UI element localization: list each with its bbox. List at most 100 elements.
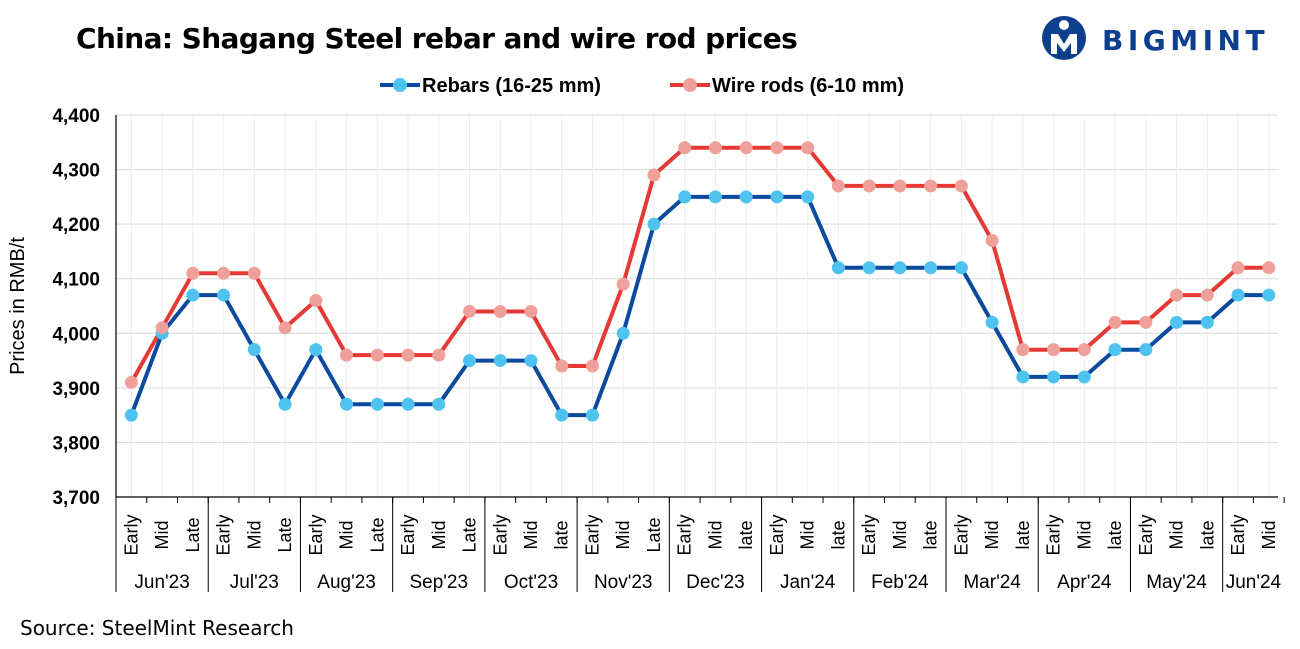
x-period-label: Mid bbox=[521, 520, 541, 549]
data-point-1 bbox=[401, 348, 415, 362]
x-period-label: late bbox=[1197, 520, 1217, 549]
data-point-0 bbox=[678, 190, 692, 204]
data-point-0 bbox=[893, 261, 907, 275]
x-period-label: Early bbox=[859, 514, 879, 555]
data-point-1 bbox=[309, 294, 323, 308]
data-point-1 bbox=[186, 266, 200, 280]
data-point-1 bbox=[555, 359, 569, 373]
data-point-1 bbox=[1108, 315, 1122, 329]
x-period-label: Mid bbox=[1167, 520, 1187, 549]
x-period-label: Early bbox=[1136, 514, 1156, 555]
x-period-label: Early bbox=[675, 514, 695, 555]
y-tick-label: 4,100 bbox=[52, 270, 100, 291]
data-point-1 bbox=[247, 266, 261, 280]
data-point-1 bbox=[616, 277, 630, 291]
data-point-1 bbox=[770, 141, 784, 155]
data-point-0 bbox=[1047, 370, 1061, 384]
data-point-1 bbox=[585, 359, 599, 373]
data-point-1 bbox=[1170, 288, 1184, 302]
data-point-1 bbox=[893, 179, 907, 193]
data-point-1 bbox=[1139, 315, 1153, 329]
data-point-1 bbox=[985, 234, 999, 248]
data-point-0 bbox=[862, 261, 876, 275]
data-point-1 bbox=[124, 375, 138, 389]
x-period-label: Early bbox=[1228, 514, 1248, 555]
data-point-1 bbox=[1231, 261, 1245, 275]
data-point-1 bbox=[1016, 343, 1030, 357]
bigmint-logo-text: BIGMINT bbox=[1102, 24, 1270, 57]
chart-title: China: Shagang Steel rebar and wire rod … bbox=[76, 22, 798, 55]
x-month-label: Sep'23 bbox=[409, 572, 468, 593]
x-month-label: Feb'24 bbox=[871, 572, 929, 593]
data-point-1 bbox=[801, 141, 815, 155]
y-tick-label: 4,300 bbox=[52, 161, 100, 182]
data-point-0 bbox=[708, 190, 722, 204]
data-point-1 bbox=[524, 304, 538, 318]
x-period-label: Mid bbox=[613, 520, 633, 549]
legend-marker-1 bbox=[683, 78, 697, 92]
data-point-1 bbox=[155, 321, 169, 335]
x-period-label: Early bbox=[214, 514, 234, 555]
bigmint-logo-icon bbox=[1042, 16, 1086, 60]
x-period-label: late bbox=[1013, 520, 1033, 549]
x-period-label: Mid bbox=[982, 520, 1002, 549]
x-period-label: Late bbox=[644, 517, 664, 552]
data-point-1 bbox=[217, 266, 231, 280]
x-month-label: Jun'24 bbox=[1226, 572, 1282, 593]
y-tick-label: 3,800 bbox=[52, 433, 100, 454]
data-point-1 bbox=[647, 168, 661, 182]
data-point-1 bbox=[708, 141, 722, 155]
legend-label-1: Wire rods (6-10 mm) bbox=[712, 75, 904, 97]
x-period-label: Early bbox=[121, 514, 141, 555]
data-point-0 bbox=[124, 408, 138, 422]
x-month-label: Jun'23 bbox=[134, 572, 189, 593]
data-point-1 bbox=[432, 348, 446, 362]
x-period-label: Late bbox=[183, 517, 203, 552]
y-tick-label: 4,000 bbox=[52, 324, 100, 345]
x-period-label: Mid bbox=[429, 520, 449, 549]
x-period-label: Early bbox=[398, 514, 418, 555]
data-point-0 bbox=[432, 397, 446, 411]
data-point-0 bbox=[954, 261, 968, 275]
data-point-0 bbox=[647, 217, 661, 231]
data-point-0 bbox=[801, 190, 815, 204]
data-point-1 bbox=[1200, 288, 1214, 302]
data-point-0 bbox=[493, 354, 507, 368]
x-period-label: late bbox=[736, 520, 756, 549]
x-period-label: Early bbox=[951, 514, 971, 555]
data-point-1 bbox=[1077, 343, 1091, 357]
data-point-0 bbox=[555, 408, 569, 422]
data-point-0 bbox=[985, 315, 999, 329]
data-point-1 bbox=[924, 179, 938, 193]
y-tick-label: 4,200 bbox=[52, 215, 100, 236]
x-month-label: Dec'23 bbox=[686, 572, 745, 593]
x-period-label: Late bbox=[460, 517, 480, 552]
legend-marker-0 bbox=[393, 78, 407, 92]
data-point-0 bbox=[1231, 288, 1245, 302]
x-period-label: late bbox=[1105, 520, 1125, 549]
x-period-label: Late bbox=[367, 517, 387, 552]
data-point-1 bbox=[678, 141, 692, 155]
data-point-1 bbox=[954, 179, 968, 193]
data-point-1 bbox=[739, 141, 753, 155]
x-period-label: Mid bbox=[705, 520, 725, 549]
data-point-0 bbox=[186, 288, 200, 302]
x-period-label: late bbox=[828, 520, 848, 549]
x-period-label: Late bbox=[275, 517, 295, 552]
data-point-1 bbox=[831, 179, 845, 193]
data-point-0 bbox=[1077, 370, 1091, 384]
x-period-label: Mid bbox=[244, 520, 264, 549]
x-period-label: Early bbox=[306, 514, 326, 555]
data-point-0 bbox=[924, 261, 938, 275]
data-point-0 bbox=[1139, 343, 1153, 357]
y-tick-label: 3,700 bbox=[52, 488, 100, 509]
x-period-label: Early bbox=[582, 514, 602, 555]
x-month-label: Jan'24 bbox=[780, 572, 836, 593]
data-point-0 bbox=[1016, 370, 1030, 384]
x-month-label: Nov'23 bbox=[594, 572, 653, 593]
data-point-1 bbox=[1262, 261, 1276, 275]
source-note: Source: SteelMint Research bbox=[20, 616, 294, 640]
x-period-label: Early bbox=[767, 514, 787, 555]
data-point-0 bbox=[247, 343, 261, 357]
x-month-label: Jul'23 bbox=[230, 572, 279, 593]
